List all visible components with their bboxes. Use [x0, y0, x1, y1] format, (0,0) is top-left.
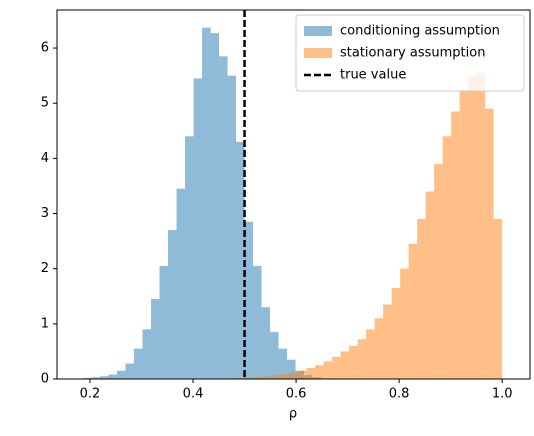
histogram-bar: [468, 75, 477, 379]
histogram-bar: [236, 141, 245, 379]
histogram-bar: [451, 111, 460, 379]
histogram-bar: [227, 75, 237, 379]
histogram-bar: [185, 136, 194, 379]
histogram-bar: [434, 163, 443, 379]
histogram-bar: [255, 376, 265, 379]
y-tick-label: 2: [41, 261, 49, 276]
histogram-bar: [168, 230, 177, 379]
histogram-bar: [272, 375, 282, 379]
histogram-bar: [391, 287, 401, 379]
histogram-bar: [159, 265, 169, 379]
histogram-bar: [176, 188, 186, 379]
legend-frame: [295, 14, 525, 92]
histogram-bar: [425, 191, 435, 379]
legend-swatch: [304, 26, 332, 36]
histogram-bar: [340, 351, 350, 379]
histogram-bar: [247, 377, 256, 379]
x-tick-label: 0.8: [389, 387, 410, 402]
histogram-bar: [289, 372, 299, 379]
y-tick-label: 1: [41, 316, 49, 331]
histogram-bar: [298, 370, 307, 379]
histogram-bar: [476, 72, 486, 380]
y-tick-label: 0: [41, 372, 49, 387]
histogram-bar: [261, 307, 271, 379]
histogram-bar: [100, 376, 109, 379]
histogram-bar: [83, 377, 92, 379]
histogram-bar: [315, 365, 324, 379]
histogram-bar: [210, 33, 220, 379]
histogram-bar: [219, 56, 228, 379]
histogram-bar: [287, 359, 296, 379]
histogram-bar: [202, 27, 211, 379]
histogram-bar: [408, 243, 418, 379]
histogram-bar: [400, 268, 409, 379]
histogram-bar: [125, 363, 135, 379]
histogram-bar: [485, 108, 494, 379]
histogram-bar: [108, 374, 118, 379]
histogram-bar: [281, 374, 290, 379]
legend-label: conditioning assumption: [340, 24, 500, 39]
histogram-bar: [117, 370, 126, 379]
histogram-bar: [91, 377, 101, 379]
x-axis-label: ρ: [289, 407, 297, 422]
histogram-bar: [253, 265, 262, 379]
x-tick-label: 0.6: [286, 387, 307, 402]
histogram-bar: [134, 348, 143, 379]
y-tick-label: 3: [41, 206, 49, 221]
y-tick-label: 4: [41, 151, 49, 166]
legend-label: stationary assumption: [340, 46, 485, 61]
histogram-bar: [366, 329, 375, 379]
histogram-bar: [270, 332, 279, 379]
histogram-bar: [264, 376, 273, 379]
histogram-bar: [306, 367, 316, 379]
x-tick-label: 1.0: [492, 387, 513, 402]
histogram-bar: [142, 329, 152, 379]
histogram-bar: [459, 89, 469, 379]
histogram-bar: [278, 348, 288, 379]
y-tick-label: 5: [41, 96, 49, 111]
x-tick-label: 0.4: [183, 387, 204, 402]
histogram-bar: [193, 78, 203, 379]
histogram-bar: [493, 219, 503, 379]
histogram-bar: [442, 136, 452, 379]
histogram-bar: [244, 221, 254, 379]
histogram-bar: [383, 304, 392, 379]
histogram-bar: [238, 377, 248, 379]
histogram-bar: [151, 299, 160, 379]
y-tick-label: 6: [41, 41, 49, 56]
histogram-bar: [349, 345, 358, 379]
histogram-bar: [323, 361, 333, 379]
x-tick-label: 0.2: [80, 387, 101, 402]
histogram-bar: [357, 339, 367, 379]
histogram-bar: [332, 356, 341, 379]
plot-frame: [56, 9, 531, 380]
legend-label: true value: [340, 68, 406, 83]
histogram-bar: [417, 219, 426, 379]
legend-swatch: [304, 48, 332, 58]
histogram-bar: [374, 318, 384, 379]
legend: conditioning assumption stationary assump…: [295, 14, 525, 92]
